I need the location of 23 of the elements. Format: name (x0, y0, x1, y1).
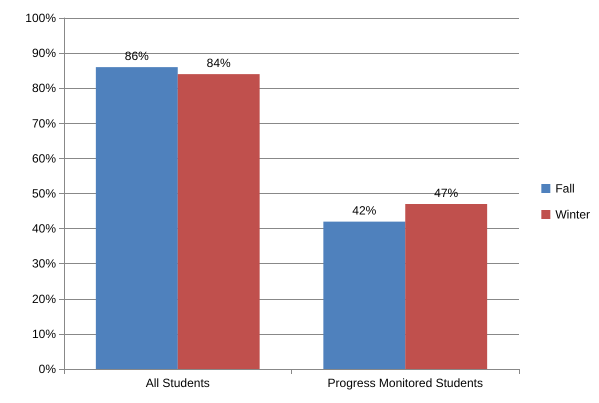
data-label: 84% (206, 56, 232, 70)
bar (323, 222, 406, 369)
y-tick-label: 50% (32, 186, 56, 200)
bar (405, 204, 488, 369)
data-label: 42% (352, 204, 377, 218)
bar (178, 74, 260, 369)
y-tick-label: 0% (38, 362, 56, 376)
y-tick-label: 70% (32, 116, 56, 130)
y-tick-label: 80% (32, 81, 56, 96)
y-tick-label: 60% (32, 151, 56, 166)
y-tick-label: 90% (32, 46, 56, 60)
data-label: 47% (434, 186, 459, 200)
y-tick-label: 100% (25, 11, 56, 25)
x-tick-label: All Students (146, 376, 210, 390)
y-tick-label: 20% (32, 292, 56, 306)
data-label: 86% (124, 49, 150, 64)
y-tick-label: 30% (32, 256, 56, 271)
x-tick-label: Progress Monitored Students (328, 376, 483, 390)
y-tick-label: 10% (32, 326, 56, 341)
bar (96, 67, 178, 369)
y-tick-label: 40% (32, 222, 56, 236)
legend-label: Fall (555, 182, 575, 196)
legend-label: Winter (555, 208, 590, 222)
